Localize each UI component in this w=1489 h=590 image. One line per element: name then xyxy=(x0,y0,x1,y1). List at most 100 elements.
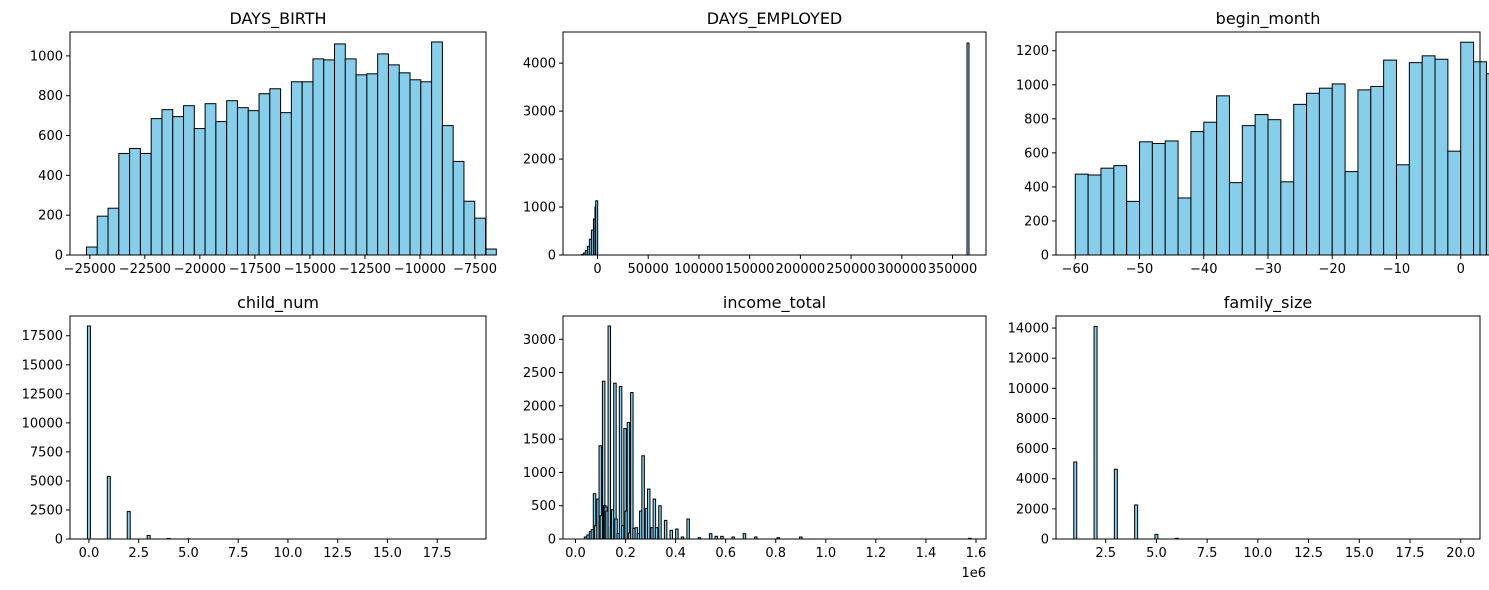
y-tick-label: 1000 xyxy=(1016,78,1049,93)
histogram-bar xyxy=(1113,468,1118,540)
histogram-bar xyxy=(183,105,195,256)
histogram-bar xyxy=(630,392,634,540)
chart-panel-days_birth: DAYS_BIRTH −25000 −22500 −20000 −17500 −15000… xyxy=(30,9,497,277)
histogram-bar xyxy=(452,160,465,256)
histogram-bar xyxy=(708,533,713,540)
histogram-bar xyxy=(323,59,336,256)
histogram-bar xyxy=(1241,125,1256,256)
histogram-bar xyxy=(1134,504,1139,540)
histogram-bar xyxy=(86,325,91,540)
histogram-bar xyxy=(1100,167,1115,256)
histogram-bar xyxy=(85,246,98,256)
chart-title: income_total xyxy=(723,293,826,313)
histogram-bar xyxy=(1151,143,1166,256)
y-tick-label: 15000 xyxy=(22,358,63,373)
x-tick-label: 10.0 xyxy=(1243,546,1272,561)
x-axis: −60 −50 −40 −30 −20 −10 0 xyxy=(1062,255,1465,277)
histogram-bar xyxy=(106,475,111,540)
x-tick-label: −17500 xyxy=(229,262,281,277)
histogram-bar xyxy=(1073,461,1078,540)
y-tick-label: 0 xyxy=(1041,249,1049,264)
x-axis: 0.0 0.2 0.4 0.6 0.8 1.0 1.2 1.4 1.6 xyxy=(565,539,986,561)
histogram-bar xyxy=(280,112,292,256)
chart-panel-family_size: family_size 2.5 5.0 7.5 10.0 12.5 15.0 17.5 20.0… xyxy=(1008,293,1481,561)
histogram-bar xyxy=(107,207,120,256)
y-axis: 0 200 400 600 800 1000 xyxy=(30,49,70,264)
histogram-bar xyxy=(1113,165,1128,256)
histogram-bar xyxy=(1126,200,1141,256)
y-tick-label: 1200 xyxy=(1016,44,1049,59)
x-tick-label: 150000 xyxy=(725,262,775,277)
bars xyxy=(1074,41,1489,256)
x-tick-label: −15000 xyxy=(284,262,336,277)
y-tick-label: 0 xyxy=(1041,533,1049,548)
y-tick-label: 12000 xyxy=(1008,352,1049,367)
histogram-bar xyxy=(247,110,260,256)
bars xyxy=(1073,325,1179,540)
histogram-bar xyxy=(258,93,271,256)
y-tick-label: 17500 xyxy=(22,329,63,344)
histogram-bar xyxy=(1318,87,1333,256)
bars xyxy=(580,42,970,256)
chart-panel-days_employed: DAYS_EMPLOYED 0 50000 100000 150000 200000 250… xyxy=(523,9,987,277)
x-tick-label: 15.0 xyxy=(1345,546,1374,561)
x-tick-label: −12500 xyxy=(339,262,391,277)
y-tick-label: 12500 xyxy=(22,387,63,402)
x-tick-label: 7.5 xyxy=(1197,546,1218,561)
y-tick-label: 4000 xyxy=(1016,472,1049,487)
x-axis: 0 50000 100000 150000 200000 250000 300000 3500… xyxy=(593,255,977,277)
histogram-bar xyxy=(1280,181,1295,256)
axes-frame xyxy=(562,31,987,256)
x-tick-label: −10 xyxy=(1383,262,1410,277)
histogram-bar xyxy=(646,488,651,540)
histogram-bar xyxy=(1177,197,1192,256)
x-tick-label: 0 xyxy=(593,262,601,277)
histogram-bar xyxy=(595,200,599,256)
y-tick-label: 600 xyxy=(1024,146,1049,161)
histogram-bar xyxy=(377,53,389,256)
y-tick-label: 0 xyxy=(55,533,63,548)
x-tick-label: 0.0 xyxy=(79,546,100,561)
histogram-bar xyxy=(474,217,487,256)
histogram-bar xyxy=(96,215,109,256)
histogram-bar xyxy=(1216,95,1230,256)
x-tick-label: 0.4 xyxy=(665,546,686,561)
histogram-bar xyxy=(742,533,747,540)
histogram-bar xyxy=(1306,92,1320,256)
histogram-bar xyxy=(172,116,185,256)
y-axis: 0 2500 5000 7500 10000 12500 15000 17500 xyxy=(22,329,70,548)
x-tick-label: 0.6 xyxy=(715,546,736,561)
histogram-bar xyxy=(387,64,400,256)
y-tick-label: 400 xyxy=(38,169,63,184)
histogram-bar xyxy=(1383,59,1397,256)
histogram-bar xyxy=(215,121,228,256)
bars xyxy=(583,325,972,540)
x-tick-label: 5.0 xyxy=(178,546,199,561)
x-tick-label: 0.2 xyxy=(615,546,636,561)
histogram-bar xyxy=(344,58,357,256)
histogram-bar xyxy=(1267,119,1282,256)
histogram-bar xyxy=(355,74,368,256)
x-tick-label: 20.0 xyxy=(1446,546,1475,561)
x-tick-label: 1.4 xyxy=(916,546,937,561)
histogram-bar xyxy=(301,81,314,256)
x-tick-label: −60 xyxy=(1062,262,1089,277)
x-tick-label: −20 xyxy=(1319,262,1346,277)
x-tick-label: 1.0 xyxy=(815,546,836,561)
histogram-bar xyxy=(1074,173,1089,256)
histogram-bar xyxy=(641,455,645,540)
y-tick-label: 0 xyxy=(548,533,556,548)
y-tick-label: 800 xyxy=(1024,112,1049,127)
x-tick-label: 350000 xyxy=(928,262,978,277)
histogram-bar xyxy=(1093,325,1098,540)
y-tick-label: 2000 xyxy=(523,153,556,168)
histogram-bar xyxy=(431,41,443,256)
y-tick-label: 2000 xyxy=(1016,502,1049,517)
x-tick-label: −50 xyxy=(1126,262,1153,277)
y-tick-label: 6000 xyxy=(1016,442,1049,457)
histogram-bar xyxy=(126,511,131,540)
histogram-bar xyxy=(139,152,152,256)
chart-title: DAYS_EMPLOYED xyxy=(707,9,843,29)
axes-frame xyxy=(69,31,487,256)
